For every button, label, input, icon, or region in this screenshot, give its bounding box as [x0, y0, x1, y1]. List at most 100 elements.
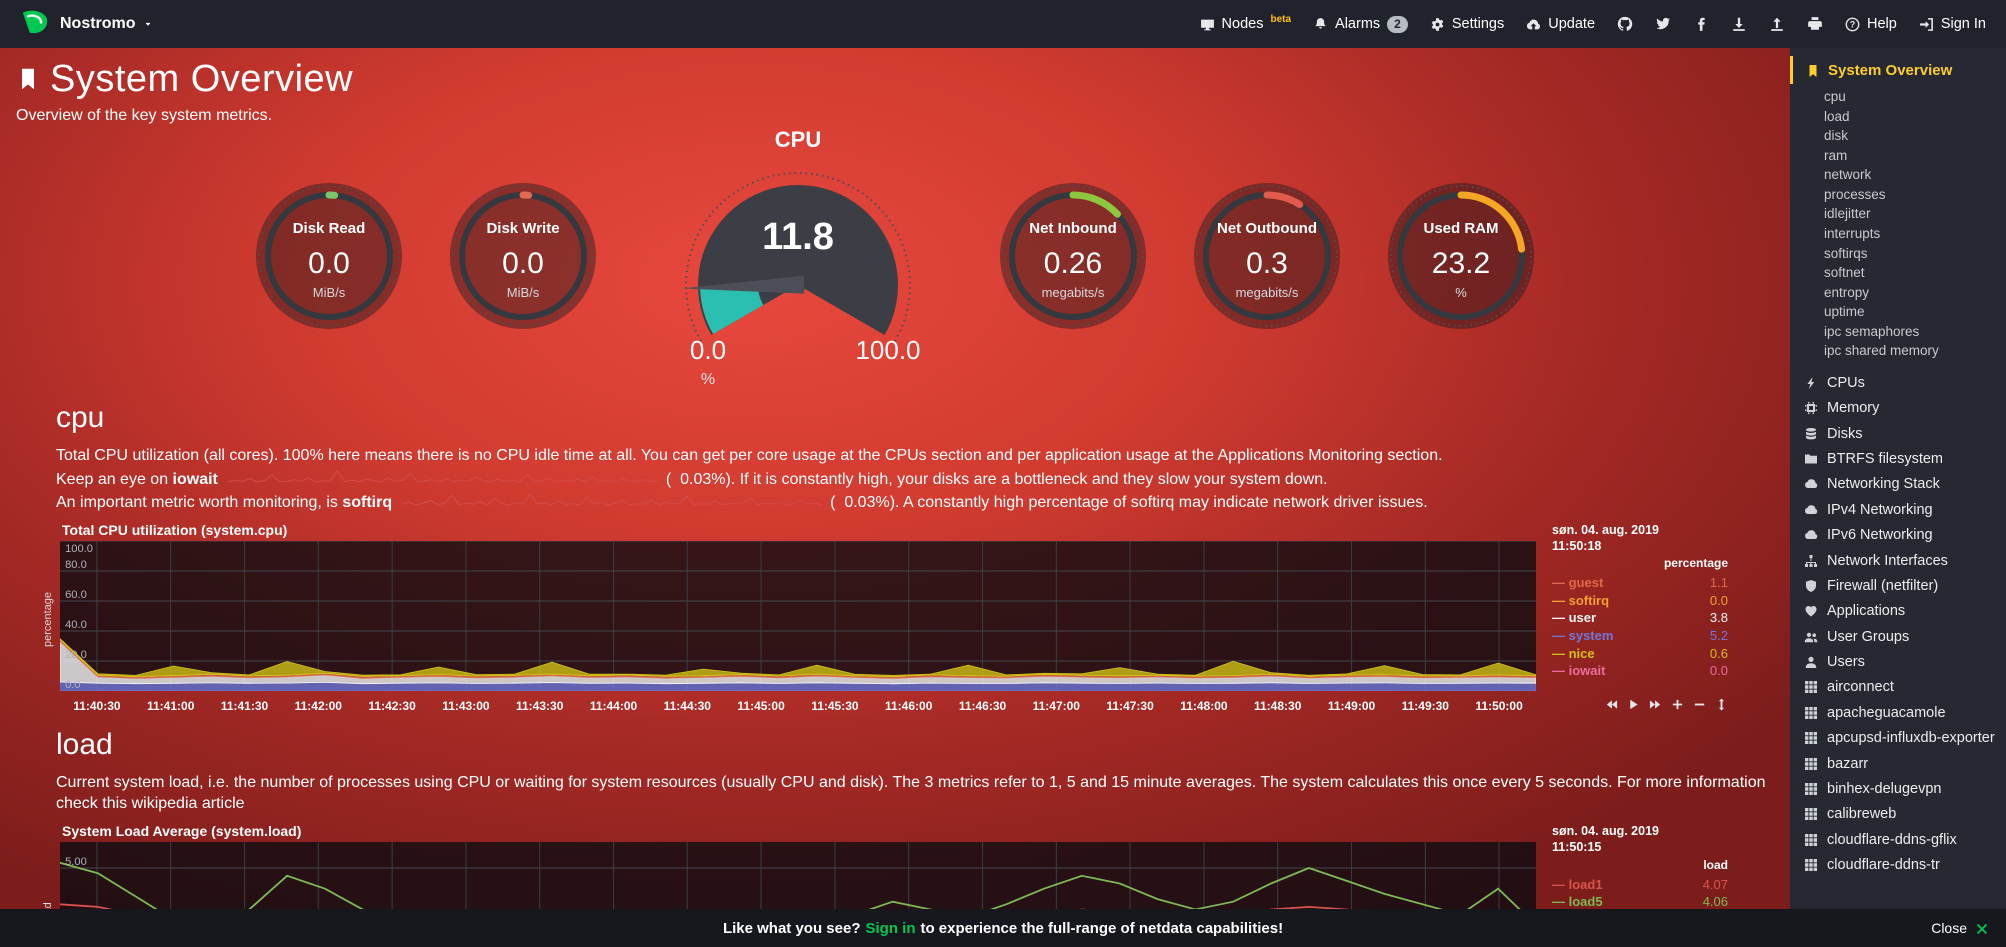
iowait-term: iowait — [172, 470, 218, 488]
x-tick-label: 11:50:00 — [1475, 698, 1523, 713]
legend-item-system[interactable]: — system 5.2 — [1552, 627, 1728, 643]
print-button[interactable] — [1807, 16, 1823, 32]
sidebar-item-airconnect[interactable]: airconnect — [1804, 675, 2006, 700]
sidebar-item-disk[interactable]: disk — [1824, 128, 1849, 144]
sidebar-item-memory[interactable]: Memory — [1804, 396, 2006, 421]
chart-resize-button[interactable] — [1715, 696, 1728, 714]
sidebar-item-user-groups[interactable]: User Groups — [1804, 625, 2006, 650]
sidebar-item-cloudflare-ddns-tr[interactable]: cloudflare-ddns-tr — [1804, 853, 2006, 878]
sidebar-item-cloudflare-ddns-gflix[interactable]: cloudflare-ddns-gflix — [1804, 828, 2006, 853]
import-snapshot-button[interactable] — [1731, 16, 1747, 32]
sidebar-item-ipv6-networking[interactable]: IPv6 Networking — [1804, 523, 2006, 548]
sidebar-item-apacheguacamole[interactable]: apacheguacamole — [1804, 701, 2006, 726]
github-link[interactable] — [1617, 16, 1633, 32]
netdata-logo-icon — [22, 10, 48, 33]
sidebar-subsections: cpu load disk ram network processes idlejitter… — [1790, 84, 2006, 367]
sidebar-item-firewall-netfilter-[interactable]: Firewall (netfilter) — [1804, 574, 2006, 599]
legend-item-load5[interactable]: — load5 4.06 — [1552, 894, 1728, 910]
legend-item-user[interactable]: — user 3.8 — [1552, 610, 1728, 626]
chart-plot-area[interactable]: 0.0 20.0 40.0 60.0 80.0 100.0 — [59, 540, 1537, 696]
legend-item-iowait[interactable]: — iowait 0.0 — [1552, 663, 1728, 679]
x-tick-label: 11:48:30 — [1254, 698, 1302, 713]
sidebar-item-softnet[interactable]: softnet — [1824, 265, 1865, 281]
wikipedia-link[interactable]: this wikipedia article — [102, 795, 245, 813]
gauge-disk-read[interactable]: Disk Read 0.0 MiB/s — [254, 181, 404, 336]
chart-rewind-button[interactable] — [1605, 696, 1618, 714]
sidebar-item-idlejitter[interactable]: idlejitter — [1824, 206, 1871, 222]
sidebar-item-btrfs-filesystem[interactable]: BTRFS filesystem — [1804, 447, 2006, 472]
sidebar-item-cpu[interactable]: cpu — [1824, 89, 1846, 104]
sidebar-item-networking-stack[interactable]: Networking Stack — [1804, 472, 2006, 497]
banner-signin-link[interactable]: Sign in — [865, 919, 916, 937]
section-heading-cpu: cpu — [56, 401, 105, 434]
x-tick-label: 11:47:00 — [1032, 698, 1080, 713]
sidebar-item-applications[interactable]: Applications — [1804, 599, 2006, 624]
sidebar-item-uptime[interactable]: uptime — [1824, 304, 1865, 320]
sidebar-item-binhex-delugevpn[interactable]: binhex-delugevpn — [1804, 777, 2006, 802]
sidebar-item-load[interactable]: load — [1824, 108, 1850, 124]
gauge-used-ram[interactable]: Used RAM 23.2% — [1386, 181, 1536, 336]
sidebar-item-interrupts[interactable]: interrupts — [1824, 225, 1881, 241]
sidebar-item-ram[interactable]: ram — [1824, 147, 1848, 163]
sidebar-item-bazarr[interactable]: bazarr — [1804, 752, 2006, 777]
x-icon — [1976, 924, 1988, 935]
sidebar-item-ipc-semaphores[interactable]: ipc semaphores — [1824, 323, 1920, 339]
sidebar-item-disks[interactable]: Disks — [1804, 422, 2006, 447]
close-icon — [1976, 920, 1988, 936]
nodes-button[interactable]: Nodes beta — [1200, 14, 1291, 32]
node-selector-dropdown[interactable]: Nostromo — [60, 15, 153, 33]
x-tick-label: 11:47:30 — [1106, 698, 1154, 713]
export-snapshot-button[interactable] — [1769, 16, 1785, 32]
sidebar-item-cpus[interactable]: CPUs — [1804, 371, 2006, 396]
svg-text:11.8: 11.8 — [762, 216, 834, 258]
svg-text:0.0: 0.0 — [502, 247, 544, 280]
twitter-icon — [1656, 17, 1671, 30]
x-tick-label: 11:45:00 — [737, 698, 785, 713]
chart-play-button[interactable] — [1627, 696, 1640, 714]
y-axis-title: percentage — [42, 591, 54, 647]
sidebar-item-softirqs[interactable]: softirqs — [1824, 245, 1868, 261]
netdata-logo[interactable] — [20, 7, 50, 42]
facebook-link[interactable] — [1693, 16, 1709, 32]
svg-text:Disk Read: Disk Read — [293, 220, 366, 237]
sidebar-item-calibreweb[interactable]: calibreweb — [1804, 802, 2006, 827]
section-heading-load: load — [56, 727, 113, 761]
text: to experience the full-range of netdata … — [920, 919, 1284, 937]
github-icon — [1617, 16, 1633, 31]
twitter-link[interactable] — [1655, 16, 1671, 32]
gauge-disk-write[interactable]: Disk Write 0.0 MiB/s — [448, 181, 598, 336]
chart-forward-button[interactable] — [1649, 696, 1662, 714]
sidebar-item-network[interactable]: network — [1824, 167, 1872, 183]
chart-plus-button[interactable] — [1671, 696, 1684, 714]
sidebar-item-processes[interactable]: processes — [1824, 186, 1886, 202]
signin-button[interactable]: Sign In — [1919, 16, 1986, 32]
chart-toolbar — [1552, 691, 1728, 716]
update-button[interactable]: Update — [1526, 16, 1595, 32]
legend-item-guest[interactable]: — guest 1.1 — [1552, 575, 1728, 591]
legend-item-softirq[interactable]: — softirq 0.0 — [1552, 592, 1728, 608]
banner-close-button[interactable]: Close — [1931, 920, 1988, 936]
topbar-left: Nostromo — [20, 7, 153, 42]
gauge-cpu[interactable]: CPU 11.8 0.0 100.0% — [648, 127, 948, 389]
grid-icon — [1805, 782, 1817, 795]
gauge-net-inbound[interactable]: Net Inbound 0.26 megabits/s — [998, 181, 1148, 336]
sidebar-item-system-overview[interactable]: System Overview — [1790, 56, 2006, 84]
svg-text:5.00: 5.00 — [65, 856, 87, 868]
sidebar-item-entropy[interactable]: entropy — [1824, 284, 1870, 300]
help-button[interactable]: ? Help — [1845, 16, 1897, 32]
sidebar-item-users[interactable]: Users — [1804, 650, 2006, 675]
sidebar-item-network-interfaces[interactable]: Network Interfaces — [1804, 549, 2006, 574]
chart-minus-button[interactable] — [1693, 696, 1706, 714]
sidebar-item-ipv4-networking[interactable]: IPv4 Networking — [1804, 498, 2006, 523]
nodes-label: Nodes — [1221, 16, 1264, 32]
page-title: System Overview — [50, 58, 354, 100]
legend-item-load1[interactable]: — load1 4.07 — [1552, 876, 1728, 892]
gauge-net-outbound[interactable]: Net Outbound 0.3 megabits/s — [1192, 181, 1342, 336]
alarms-button[interactable]: Alarms 2 — [1313, 15, 1408, 33]
sidebar-item-ipc-shared-memory[interactable]: ipc shared memory — [1824, 343, 1939, 359]
gauges-row: Disk Read 0.0 MiB/s Disk Write 0.0 MiB/s CPU 11… — [0, 127, 1790, 389]
legend-item-nice[interactable]: — nice 0.6 — [1552, 645, 1728, 661]
settings-button[interactable]: Settings — [1430, 16, 1504, 32]
sidebar-item-apcupsd-influxdb-exporter[interactable]: apcupsd-influxdb-exporter — [1804, 726, 2006, 751]
x-tick-label: 11:40:30 — [73, 698, 121, 713]
